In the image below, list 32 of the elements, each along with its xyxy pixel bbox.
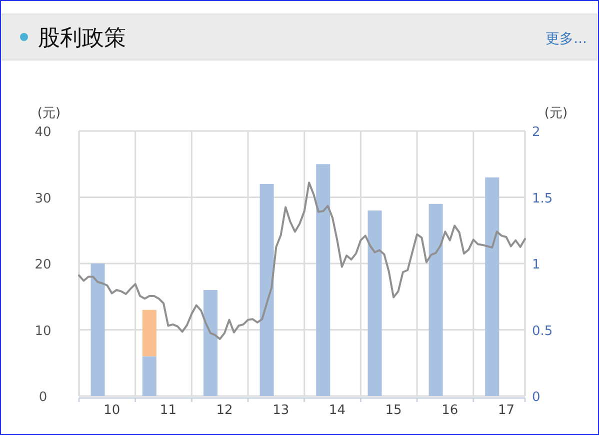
x-tick-label: 10 xyxy=(104,403,120,418)
bar xyxy=(142,356,156,396)
x-tick-label: 13 xyxy=(272,403,290,418)
text: 更多... xyxy=(546,31,587,47)
x-tick-label: 17 xyxy=(498,403,514,418)
x-tick-label: 12 xyxy=(216,403,233,418)
y2-tick-label: 1.5 xyxy=(532,191,553,206)
y-tick-label: 30 xyxy=(34,191,52,206)
bar xyxy=(368,210,382,396)
y2-tick-label: 1 xyxy=(532,258,540,272)
y2-axis-title: (元) xyxy=(544,106,568,121)
bar xyxy=(203,290,218,396)
line-series xyxy=(78,182,526,340)
y-axis-title: (元) xyxy=(37,106,61,121)
y2-tick-label: 0 xyxy=(532,390,540,405)
x-tick-label: 15 xyxy=(385,403,402,418)
bar xyxy=(316,164,330,396)
bar xyxy=(260,184,274,396)
chart-title: 股利政策 xyxy=(38,26,126,51)
bar xyxy=(90,264,105,396)
y-tick-label: 20 xyxy=(34,258,52,272)
y2-tick-label: 0.5 xyxy=(532,324,553,339)
y-tick-label: 40 xyxy=(34,125,52,140)
bar xyxy=(428,204,443,396)
y-tick-label: 0 xyxy=(38,390,48,405)
y2-tick-label: 2 xyxy=(532,125,540,140)
bar xyxy=(142,310,156,356)
x-tick-label: 14 xyxy=(328,403,346,418)
x-tick-label: 16 xyxy=(442,403,458,418)
x-tick-label: 11 xyxy=(160,403,176,418)
y-tick-label: 10 xyxy=(34,324,52,339)
bar xyxy=(485,177,500,396)
